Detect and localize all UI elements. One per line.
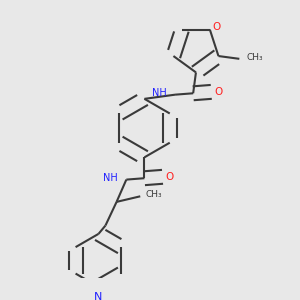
Text: O: O — [165, 172, 174, 182]
Text: CH₃: CH₃ — [246, 53, 263, 62]
Text: O: O — [213, 22, 221, 32]
Text: CH₃: CH₃ — [146, 190, 162, 200]
Text: O: O — [214, 87, 222, 97]
Text: NH: NH — [152, 88, 167, 98]
Text: N: N — [94, 292, 103, 300]
Text: NH: NH — [103, 173, 118, 183]
